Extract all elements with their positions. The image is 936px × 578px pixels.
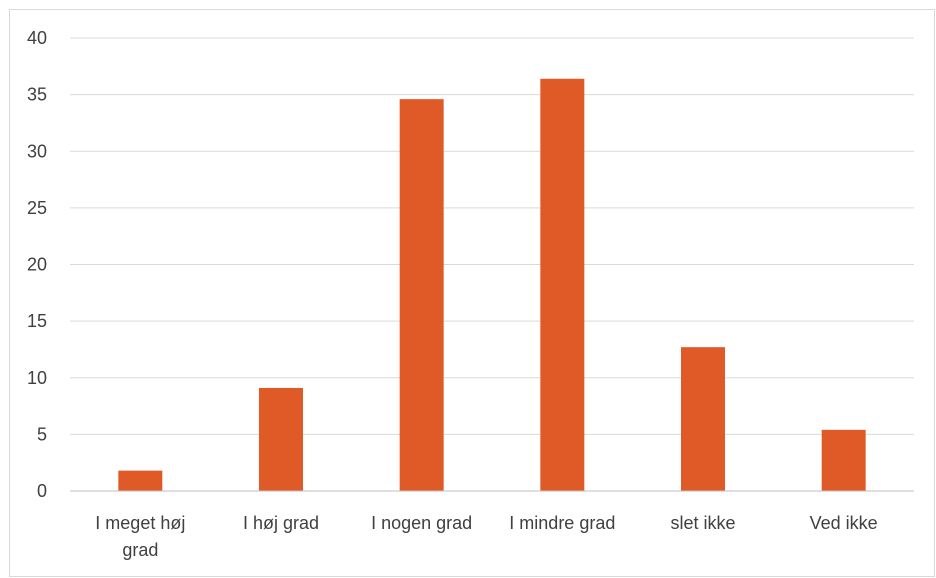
y-tick-label: 5 xyxy=(37,424,47,444)
y-tick-label: 25 xyxy=(27,198,47,218)
x-tick-label: slet ikke xyxy=(670,513,735,533)
bar xyxy=(821,429,866,491)
bar xyxy=(681,347,725,491)
bar xyxy=(540,78,585,492)
bars xyxy=(118,78,866,492)
bar xyxy=(399,99,444,491)
y-tick-label: 30 xyxy=(27,141,47,161)
x-tick-label: I nogen grad xyxy=(371,513,472,533)
y-tick-label: 0 xyxy=(37,481,47,501)
bar xyxy=(118,470,163,491)
y-tick-label: 20 xyxy=(27,255,47,275)
chart-frame xyxy=(9,9,935,577)
y-tick-labels: 0 5 10 15 20 25 30 35 40 xyxy=(27,28,47,501)
x-tick-label: I mindre grad xyxy=(509,513,615,533)
grid-lines xyxy=(70,37,914,435)
y-tick-label: 35 xyxy=(27,85,47,105)
y-tick-label: 15 xyxy=(27,311,47,331)
y-tick-label: 10 xyxy=(27,368,47,388)
x-tick-labels: I meget høj grad I høj grad I nogen grad I m… xyxy=(95,513,877,560)
x-tick-label: Ved ikke xyxy=(810,513,878,533)
y-tick-label: 40 xyxy=(27,28,47,48)
bar xyxy=(259,387,303,491)
x-tick-label: I høj grad xyxy=(243,513,319,533)
x-tick-label: grad xyxy=(122,540,158,560)
x-tick-label: I meget høj xyxy=(95,513,185,533)
